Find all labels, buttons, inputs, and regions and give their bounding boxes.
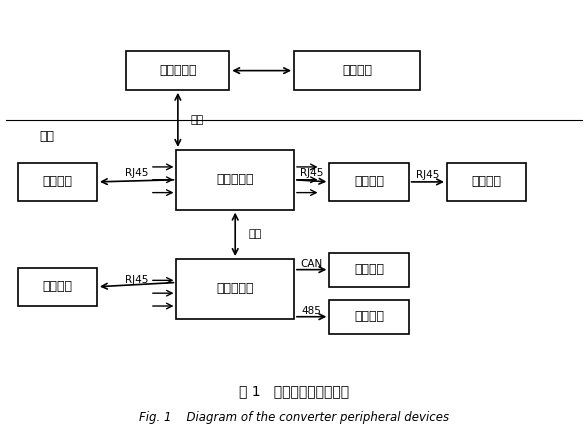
Text: RJ45: RJ45: [125, 168, 148, 178]
Text: 其他设备: 其他设备: [472, 175, 502, 188]
Bar: [329, 163, 409, 201]
Bar: [176, 150, 294, 210]
Text: RJ45: RJ45: [300, 168, 323, 178]
Text: 光缆: 光缆: [248, 229, 262, 239]
Text: 其他设备: 其他设备: [42, 175, 72, 188]
Text: RJ45: RJ45: [125, 275, 148, 285]
Bar: [294, 51, 420, 90]
Bar: [176, 259, 294, 319]
Bar: [126, 51, 229, 90]
Text: 监控主机: 监控主机: [342, 64, 372, 77]
Text: 图 1   转换器外围设备框图: 图 1 转换器外围设备框图: [239, 385, 349, 398]
Text: 其他设备: 其他设备: [354, 175, 384, 188]
Bar: [18, 163, 97, 201]
Text: 地面交换机: 地面交换机: [159, 64, 196, 77]
Text: 其他设备: 其他设备: [42, 280, 72, 293]
Text: 其他设备: 其他设备: [354, 263, 384, 276]
Bar: [329, 300, 409, 334]
Bar: [18, 268, 97, 306]
Text: 485: 485: [302, 306, 322, 316]
Text: 信号转换器: 信号转换器: [216, 282, 254, 295]
Text: RJ45: RJ45: [416, 170, 439, 181]
Text: 其他设备: 其他设备: [354, 310, 384, 323]
Bar: [447, 163, 526, 201]
Text: CAN: CAN: [300, 259, 323, 269]
Text: 光缆: 光缆: [191, 115, 204, 125]
Text: 地下: 地下: [39, 131, 55, 143]
Text: Fig. 1    Diagram of the converter peripheral devices: Fig. 1 Diagram of the converter peripher…: [139, 411, 449, 424]
Bar: [329, 253, 409, 287]
Text: 网络服务器: 网络服务器: [216, 173, 254, 186]
